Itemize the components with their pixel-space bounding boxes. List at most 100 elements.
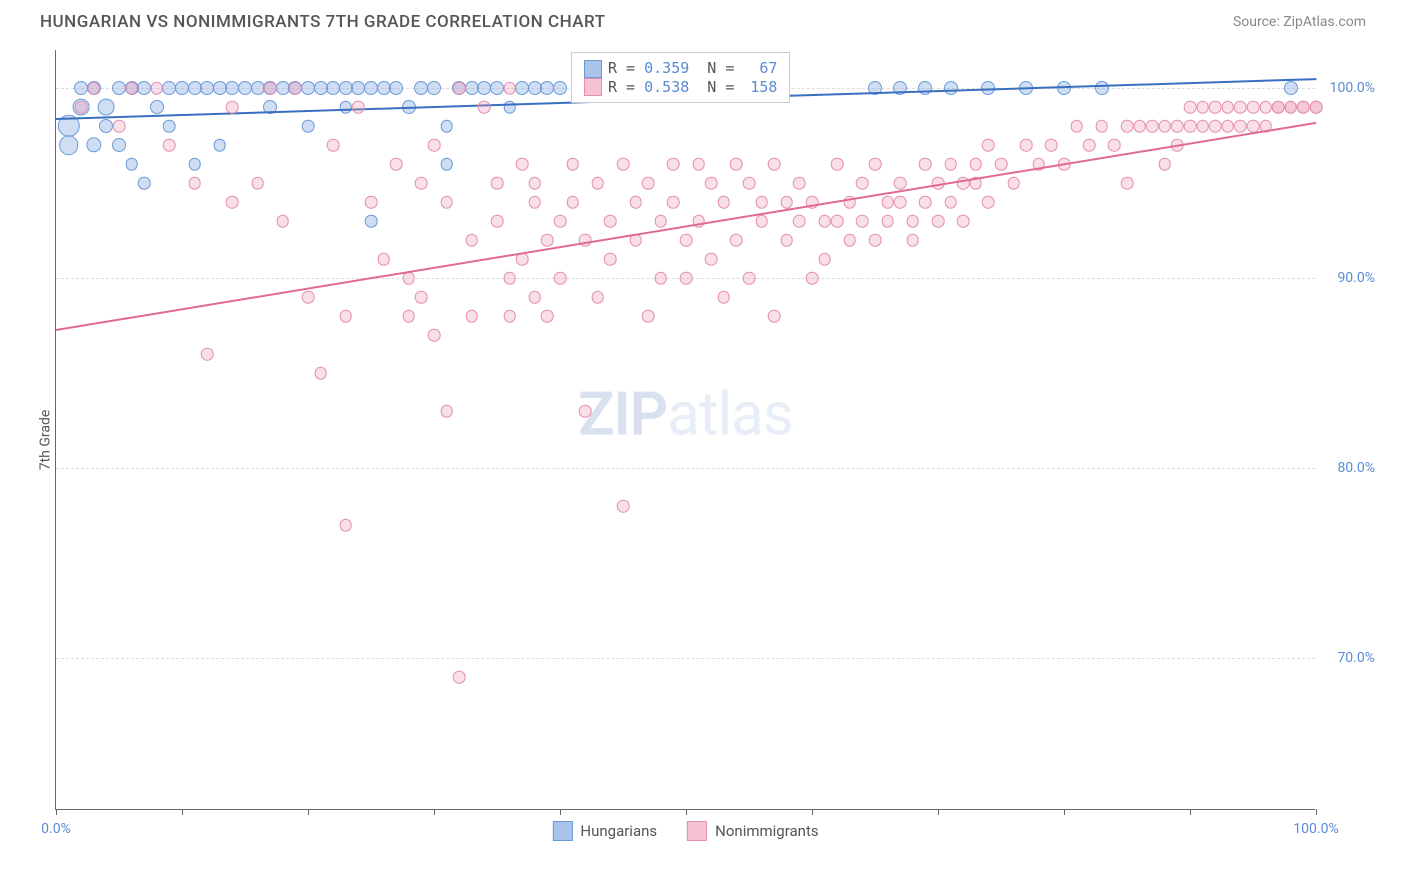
source-attribution: Source: ZipAtlas.com — [1233, 14, 1366, 30]
data-point-nonimmigrants — [440, 196, 453, 209]
data-point-nonimmigrants — [541, 310, 554, 323]
data-point-nonimmigrants — [730, 158, 743, 171]
data-point-nonimmigrants — [1247, 101, 1260, 114]
data-point-hungarians — [150, 100, 164, 114]
data-point-nonimmigrants — [1070, 120, 1083, 133]
data-point-nonimmigrants — [1209, 120, 1222, 133]
data-point-nonimmigrants — [944, 158, 957, 171]
y-tick-label: 70.0% — [1337, 650, 1375, 666]
data-point-nonimmigrants — [377, 253, 390, 266]
data-point-nonimmigrants — [1234, 101, 1247, 114]
stats-n-value: 158 — [743, 78, 777, 96]
data-point-nonimmigrants — [1007, 177, 1020, 190]
data-point-nonimmigrants — [1209, 101, 1222, 114]
data-point-nonimmigrants — [1222, 101, 1235, 114]
legend-label: Nonimmigrants — [715, 822, 818, 840]
data-point-nonimmigrants — [655, 272, 668, 285]
data-point-nonimmigrants — [264, 82, 277, 95]
data-point-nonimmigrants — [743, 177, 756, 190]
x-tick — [938, 809, 939, 815]
data-point-nonimmigrants — [818, 215, 831, 228]
data-point-nonimmigrants — [1121, 177, 1134, 190]
stats-row-nonimmigrants: R = 0.538N = 158 — [584, 78, 777, 97]
data-point-nonimmigrants — [894, 196, 907, 209]
data-point-hungarians — [59, 135, 79, 155]
data-point-nonimmigrants — [226, 101, 239, 114]
data-point-nonimmigrants — [1020, 139, 1033, 152]
data-point-nonimmigrants — [1196, 120, 1209, 133]
data-point-hungarians — [427, 81, 441, 95]
stats-n-label: N = — [707, 59, 743, 77]
legend-item-nonimmigrants: Nonimmigrants — [687, 821, 818, 841]
stats-swatch-hungarians — [584, 60, 602, 78]
data-point-nonimmigrants — [718, 196, 731, 209]
data-point-nonimmigrants — [529, 196, 542, 209]
data-point-nonimmigrants — [1259, 101, 1272, 114]
data-point-nonimmigrants — [1096, 120, 1109, 133]
y-tick-label: 80.0% — [1337, 460, 1375, 476]
data-point-hungarians — [1095, 81, 1109, 95]
data-point-nonimmigrants — [1045, 139, 1058, 152]
data-point-nonimmigrants — [592, 291, 605, 304]
data-point-hungarians — [98, 99, 115, 116]
data-point-nonimmigrants — [1222, 120, 1235, 133]
data-point-nonimmigrants — [907, 234, 920, 247]
data-point-nonimmigrants — [982, 139, 995, 152]
data-point-nonimmigrants — [1083, 139, 1096, 152]
data-point-nonimmigrants — [667, 158, 680, 171]
data-point-nonimmigrants — [743, 272, 756, 285]
x-tick — [1064, 809, 1065, 815]
data-point-nonimmigrants — [705, 253, 718, 266]
x-tick-label: 0.0% — [41, 821, 71, 837]
data-point-nonimmigrants — [1108, 139, 1121, 152]
y-axis-label: 7th Grade — [37, 410, 53, 471]
data-point-nonimmigrants — [818, 253, 831, 266]
data-point-nonimmigrants — [932, 215, 945, 228]
gridline — [56, 658, 1315, 659]
data-point-nonimmigrants — [970, 158, 983, 171]
data-point-nonimmigrants — [1159, 158, 1172, 171]
y-tick-label: 100.0% — [1330, 80, 1375, 96]
data-point-nonimmigrants — [592, 177, 605, 190]
data-point-nonimmigrants — [881, 215, 894, 228]
data-point-nonimmigrants — [1121, 120, 1134, 133]
data-point-nonimmigrants — [491, 215, 504, 228]
data-point-nonimmigrants — [541, 234, 554, 247]
data-point-nonimmigrants — [125, 82, 138, 95]
data-point-nonimmigrants — [226, 196, 239, 209]
data-point-nonimmigrants — [529, 291, 542, 304]
data-point-nonimmigrants — [856, 177, 869, 190]
data-point-nonimmigrants — [1159, 120, 1172, 133]
data-point-hungarians — [125, 158, 138, 171]
data-point-nonimmigrants — [730, 234, 743, 247]
data-point-hungarians — [86, 137, 101, 152]
data-point-nonimmigrants — [554, 215, 567, 228]
data-point-nonimmigrants — [503, 310, 516, 323]
stats-r-label: R = — [608, 78, 644, 96]
data-point-hungarians — [918, 81, 932, 95]
data-point-nonimmigrants — [869, 234, 882, 247]
x-tick — [308, 809, 309, 815]
data-point-nonimmigrants — [642, 310, 655, 323]
data-point-nonimmigrants — [1310, 101, 1323, 114]
x-tick — [182, 809, 183, 815]
data-point-nonimmigrants — [755, 196, 768, 209]
data-point-nonimmigrants — [1234, 120, 1247, 133]
data-point-nonimmigrants — [718, 291, 731, 304]
data-point-nonimmigrants — [944, 196, 957, 209]
data-point-nonimmigrants — [491, 177, 504, 190]
data-point-nonimmigrants — [403, 310, 416, 323]
data-point-nonimmigrants — [919, 196, 932, 209]
plot-area: ZIPatlas 70.0%80.0%90.0%100.0%0.0%100.0%… — [55, 50, 1315, 810]
stats-r-label: R = — [608, 59, 644, 77]
data-point-hungarians — [553, 81, 567, 95]
data-point-nonimmigrants — [1272, 101, 1285, 114]
data-point-nonimmigrants — [251, 177, 264, 190]
data-point-nonimmigrants — [566, 158, 579, 171]
data-point-nonimmigrants — [919, 158, 932, 171]
data-point-nonimmigrants — [277, 215, 290, 228]
data-point-hungarians — [389, 81, 403, 95]
data-point-nonimmigrants — [478, 101, 491, 114]
data-point-nonimmigrants — [88, 82, 101, 95]
data-point-hungarians — [340, 101, 353, 114]
